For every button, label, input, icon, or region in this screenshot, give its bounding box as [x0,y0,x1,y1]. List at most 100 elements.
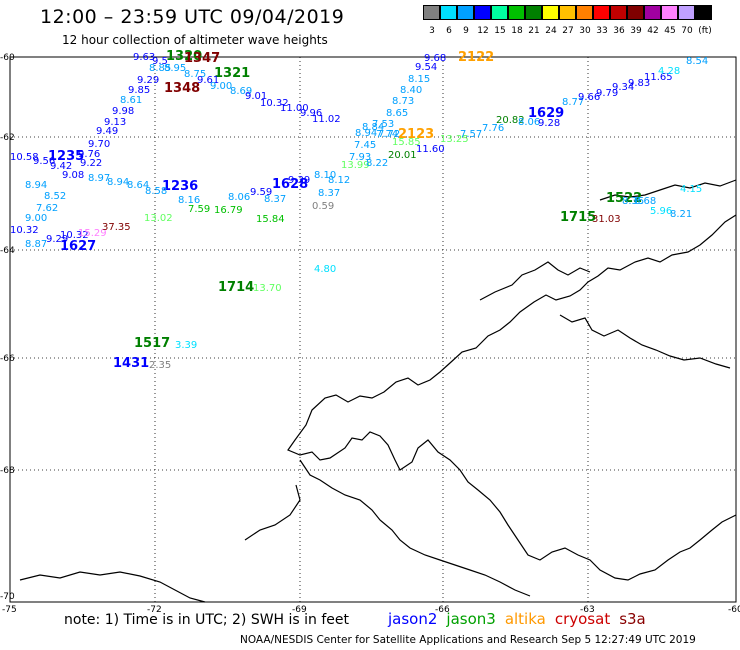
colorbar-label: 18 [511,26,523,36]
wave-height-label: 7.53 [372,119,394,130]
pass-time-label: 1627 [60,239,96,254]
legend-item-s3a: s3a [619,610,646,628]
wave-height-label: 8.73 [392,96,414,107]
wave-height-label: 7.93 [349,152,371,163]
wave-height-label: 9.61 [197,75,219,86]
wave-height-label: 20.82 [496,115,525,126]
wave-height-label: 9.85 [128,85,150,96]
wave-height-label: 8.69 [230,86,252,97]
wave-height-label: 9.59 [250,187,272,198]
wave-height-label: 37.35 [102,222,131,233]
pass-time-label: 1431 [113,356,149,371]
wave-height-label: 4.15 [680,184,702,195]
wave-height-label: 9.5 [152,56,168,67]
colorbar-swatch [542,5,559,20]
wave-height-label: 9.49 [96,126,118,137]
wave-height-label: 11.00 [280,103,309,114]
graticule-lines [10,57,736,602]
pass-time-label: 1347 [184,51,220,66]
latitude-label: -68 [0,466,15,476]
wave-height-label: 15.84 [256,214,285,225]
wave-height-label: 9.79 [596,88,618,99]
wave-height-label: 10.32 [60,230,89,241]
colorbar-label: 45 [664,26,676,36]
wave-height-label: 31.03 [592,214,621,225]
wave-height-label: 7.74 [376,129,398,140]
pass-time-label: 1321 [214,66,250,81]
pass-time-label: 1348 [164,81,200,96]
satellite-legend: jason2 jason3 altika cryosat s3a [388,610,655,628]
wave-height-label: 9.28 [538,118,560,129]
colorbar-swatch [661,5,678,20]
wave-height-label: 9.00 [25,213,47,224]
colorbar-swatch [525,5,542,20]
colorbar-label: 27 [562,26,574,36]
page-subtitle: 12 hour collection of altimeter wave hei… [62,33,328,47]
wave-height-label: 10.32 [10,225,39,236]
map-frame [9,56,737,603]
wave-height-label: 0.59 [312,201,334,212]
longitude-label: -63 [580,605,595,615]
colorbar-label: 42 [647,26,659,36]
wave-height-label: 5.96 [650,206,672,217]
wave-height-label: 8.16 [178,195,200,206]
wave-height-label: 9.83 [628,78,650,89]
wave-height-label: 15.85 [392,137,421,148]
wave-height-label: 13.25 [440,134,469,145]
latitude-label: -70 [0,592,15,602]
latitude-label: -66 [0,354,15,364]
wave-height-label: 8.40 [400,85,422,96]
colorbar-swatch [559,5,576,20]
wave-height-label: 2.35 [149,360,171,371]
wave-height-label: 8.94 [355,128,377,139]
colorbar-label: 30 [579,26,591,36]
colorbar-swatch [593,5,610,20]
wave-height-label: 10.32 [260,98,289,109]
wave-height-label: 9.98 [112,106,134,117]
latitude-label: -60 [0,53,15,63]
wave-height-label: 8.22 [366,158,388,169]
wave-height-label: 8.06 [518,117,540,128]
wave-height-label: 8.87 [25,239,47,250]
wave-height-label: 16.79 [214,205,243,216]
wave-height-label: 20.01 [388,150,417,161]
wave-height-label: 7.72 [378,129,400,140]
colorbar-swatch [440,5,457,20]
page-title: 12:00 – 23:59 UTC 09/04/2019 [40,6,345,28]
wave-height-label: 9.42 [50,161,72,172]
legend-item-altika: altika [504,610,546,628]
colorbar-swatch [576,5,593,20]
wave-height-label: 9.22 [80,158,102,169]
colorbar-swatch [457,5,474,20]
wave-height-label: 8.95 [164,63,186,74]
colorbar-label: 9 [463,26,469,36]
colorbar-label: 6 [446,26,452,36]
footer-note: note: 1) Time is in UTC; 2) SWH is in fe… [64,612,350,628]
pass-time-label: 1715 [560,210,596,225]
wave-height-label: 13.99 [341,160,370,171]
wave-height-label: 9.96 [300,108,322,119]
legend-item-jason2: jason2 [388,610,438,628]
wave-height-label: 9.29 [137,75,159,86]
wave-height-label: 7.62 [36,203,58,214]
wave-height-label: 13.02 [144,213,173,224]
latitude-label: -64 [0,246,15,256]
legend-item-jason3: jason3 [446,610,496,628]
colorbar-swatch [508,5,525,20]
wave-height-label: 8.12 [328,175,350,186]
colorbar-swatch [423,5,440,20]
pass-time-label: 2122 [458,50,494,65]
wave-height-label: 9.34 [612,82,634,93]
coastline [19,179,737,603]
wave-height-label: 13.70 [253,283,282,294]
wave-height-label: 8.94 [107,177,129,188]
pass-time-label: 1236 [162,179,198,194]
latitude-label: -62 [0,133,15,143]
wave-height-label: 8.65 [386,108,408,119]
wave-height-label: 9.66 [578,92,600,103]
wave-height-label: 9.08 [62,170,84,181]
colorbar-swatch [610,5,627,20]
longitude-labels: -75 -72 -69 -66 -63 -60 [2,605,740,615]
wave-height-label: 7.45 [354,140,376,151]
